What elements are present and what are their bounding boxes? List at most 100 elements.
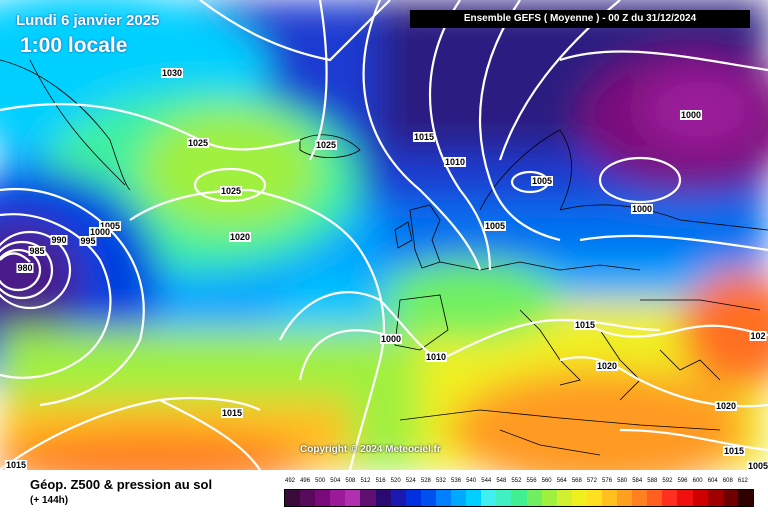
legend-tick-label: 584 [632,478,643,484]
field-title: Géop. Z500 & pression au sol [30,477,213,492]
legend-swatch [677,490,693,506]
legend-swatch [586,490,602,506]
weather-map: 1030 1025 1025 1025 1020 1015 1010 1005 … [0,0,768,470]
legend-tick-label: 548 [496,478,507,484]
legend-swatch [300,490,316,506]
copyright-text: Copyright © 2024 Meteociel.fr [300,444,441,455]
legend-tick-label: 504 [330,478,341,484]
legend-tick-label: 568 [571,478,582,484]
isobar-label: 1025 [314,140,338,150]
legend-tick-label: 532 [435,478,446,484]
legend-tick-label: 576 [602,478,613,484]
legend-tick-label: 500 [315,478,326,484]
legend-swatch [345,490,361,506]
legend-tick-label: 524 [405,478,416,484]
isobars [0,0,768,470]
legend-swatch [692,490,708,506]
legend-swatch [466,490,482,506]
legend-swatch [601,490,618,506]
legend-swatch [375,490,391,506]
legend-tick-label: 556 [526,478,537,484]
legend-tick-label: 528 [420,478,431,484]
isobar-label: 1025 [219,186,243,196]
isobar-label: 1020 [595,361,619,371]
legend-swatch [617,490,633,506]
legend-swatch [737,490,753,506]
legend-swatch [662,490,678,506]
isobar-label: 1000 [379,334,403,344]
isobar-label: 1010 [443,157,467,167]
legend-tick-label: 516 [375,478,386,484]
legend-tick-label: 608 [722,478,733,484]
isobar-label: 1015 [722,446,746,456]
legend-tick-label: 588 [647,478,658,484]
isobar-label: 1005 [98,221,122,231]
legend-swatch [451,490,467,506]
legend-swatch [390,490,406,506]
legend-tick-label: 544 [481,478,492,484]
legend-swatch [647,490,663,506]
legend-swatch [722,490,738,506]
legend-swatch [556,490,572,506]
legend-tick-label: 580 [617,478,628,484]
isobar-label: 1000 [630,204,654,214]
isobar-label: 1025 [186,138,210,148]
legend-tick-label: 520 [390,478,401,484]
legend-swatch [420,490,436,506]
legend-tick-label: 540 [466,478,477,484]
color-scale-legend [284,489,754,507]
legend-swatch [360,490,376,506]
legend-tick-label: 496 [300,478,311,484]
legend-swatch [435,490,452,506]
legend-tick-label: 564 [556,478,567,484]
legend-swatch [330,490,346,506]
legend-swatch [571,490,587,506]
forecast-hour: (+ 144h) [30,495,69,506]
isobar-label: 1000 [679,110,703,120]
legend-swatch [405,490,421,506]
legend-tick-label: 552 [511,478,522,484]
map-canvas [0,0,768,470]
legend-tick-label: 492 [284,478,296,484]
legend-tick-label: 572 [586,478,597,484]
legend-swatch [707,490,723,506]
legend-tick-label: 600 [692,478,703,484]
legend-swatch [285,490,301,506]
legend-swatch [315,490,331,506]
legend-swatch [511,490,527,506]
isobar-label: 980 [16,263,34,273]
isobar-label: 1010 [424,352,448,362]
legend-tick-label: 612 [737,478,748,484]
isobar-label: 1015 [573,320,597,330]
legend-swatch [526,490,542,506]
isobar-label: 1015 [4,460,28,470]
legend-tick-label: 536 [451,478,462,484]
legend-swatch [496,490,512,506]
legend-swatch [481,490,497,506]
isobar-label: 102 [749,331,767,341]
legend-tick-label: 560 [541,478,552,484]
isobar-label: 1015 [220,408,244,418]
model-run-banner: Ensemble GEFS ( Moyenne ) - 00 Z du 31/1… [410,10,750,28]
isobar-label: 1005 [530,176,554,186]
legend-swatch [541,490,557,506]
isobar-label: 990 [50,235,68,245]
footer-bar: Géop. Z500 & pression au sol (+ 144h) 49… [0,470,768,512]
isobar-label: 1005 [746,461,768,470]
legend-tick-label: 596 [677,478,688,484]
isobar-label: 995 [79,236,97,246]
legend-tick-label: 512 [360,478,371,484]
isobar-label: 1015 [412,132,436,142]
isobar-label: 1020 [228,232,252,242]
legend-swatch [632,490,648,506]
isobar-label: 1020 [714,401,738,411]
forecast-date: Lundi 6 janvier 2025 [16,12,160,29]
legend-tick-label: 508 [345,478,356,484]
isobar-label: 1005 [483,221,507,231]
isobar-label: 985 [28,246,46,256]
geopotential-field [0,0,768,470]
legend-tick-labels: 492 496 500 504 508 512 516 520 524 528 532 536 540 5… [282,478,752,488]
legend-tick-label: 604 [707,478,718,484]
local-time: 1:00 locale [20,34,128,57]
legend-tick-label: 592 [662,478,673,484]
